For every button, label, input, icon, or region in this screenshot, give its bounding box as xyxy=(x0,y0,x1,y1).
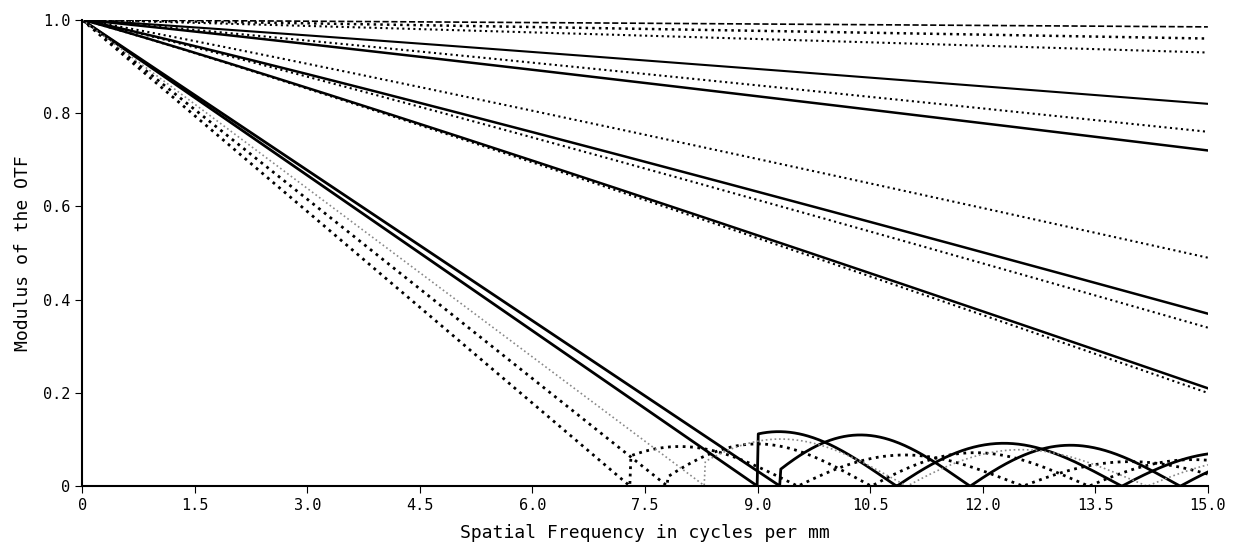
Y-axis label: Modulus of the OTF: Modulus of the OTF xyxy=(14,155,32,351)
X-axis label: Spatial Frequency in cycles per mm: Spatial Frequency in cycles per mm xyxy=(460,524,830,542)
